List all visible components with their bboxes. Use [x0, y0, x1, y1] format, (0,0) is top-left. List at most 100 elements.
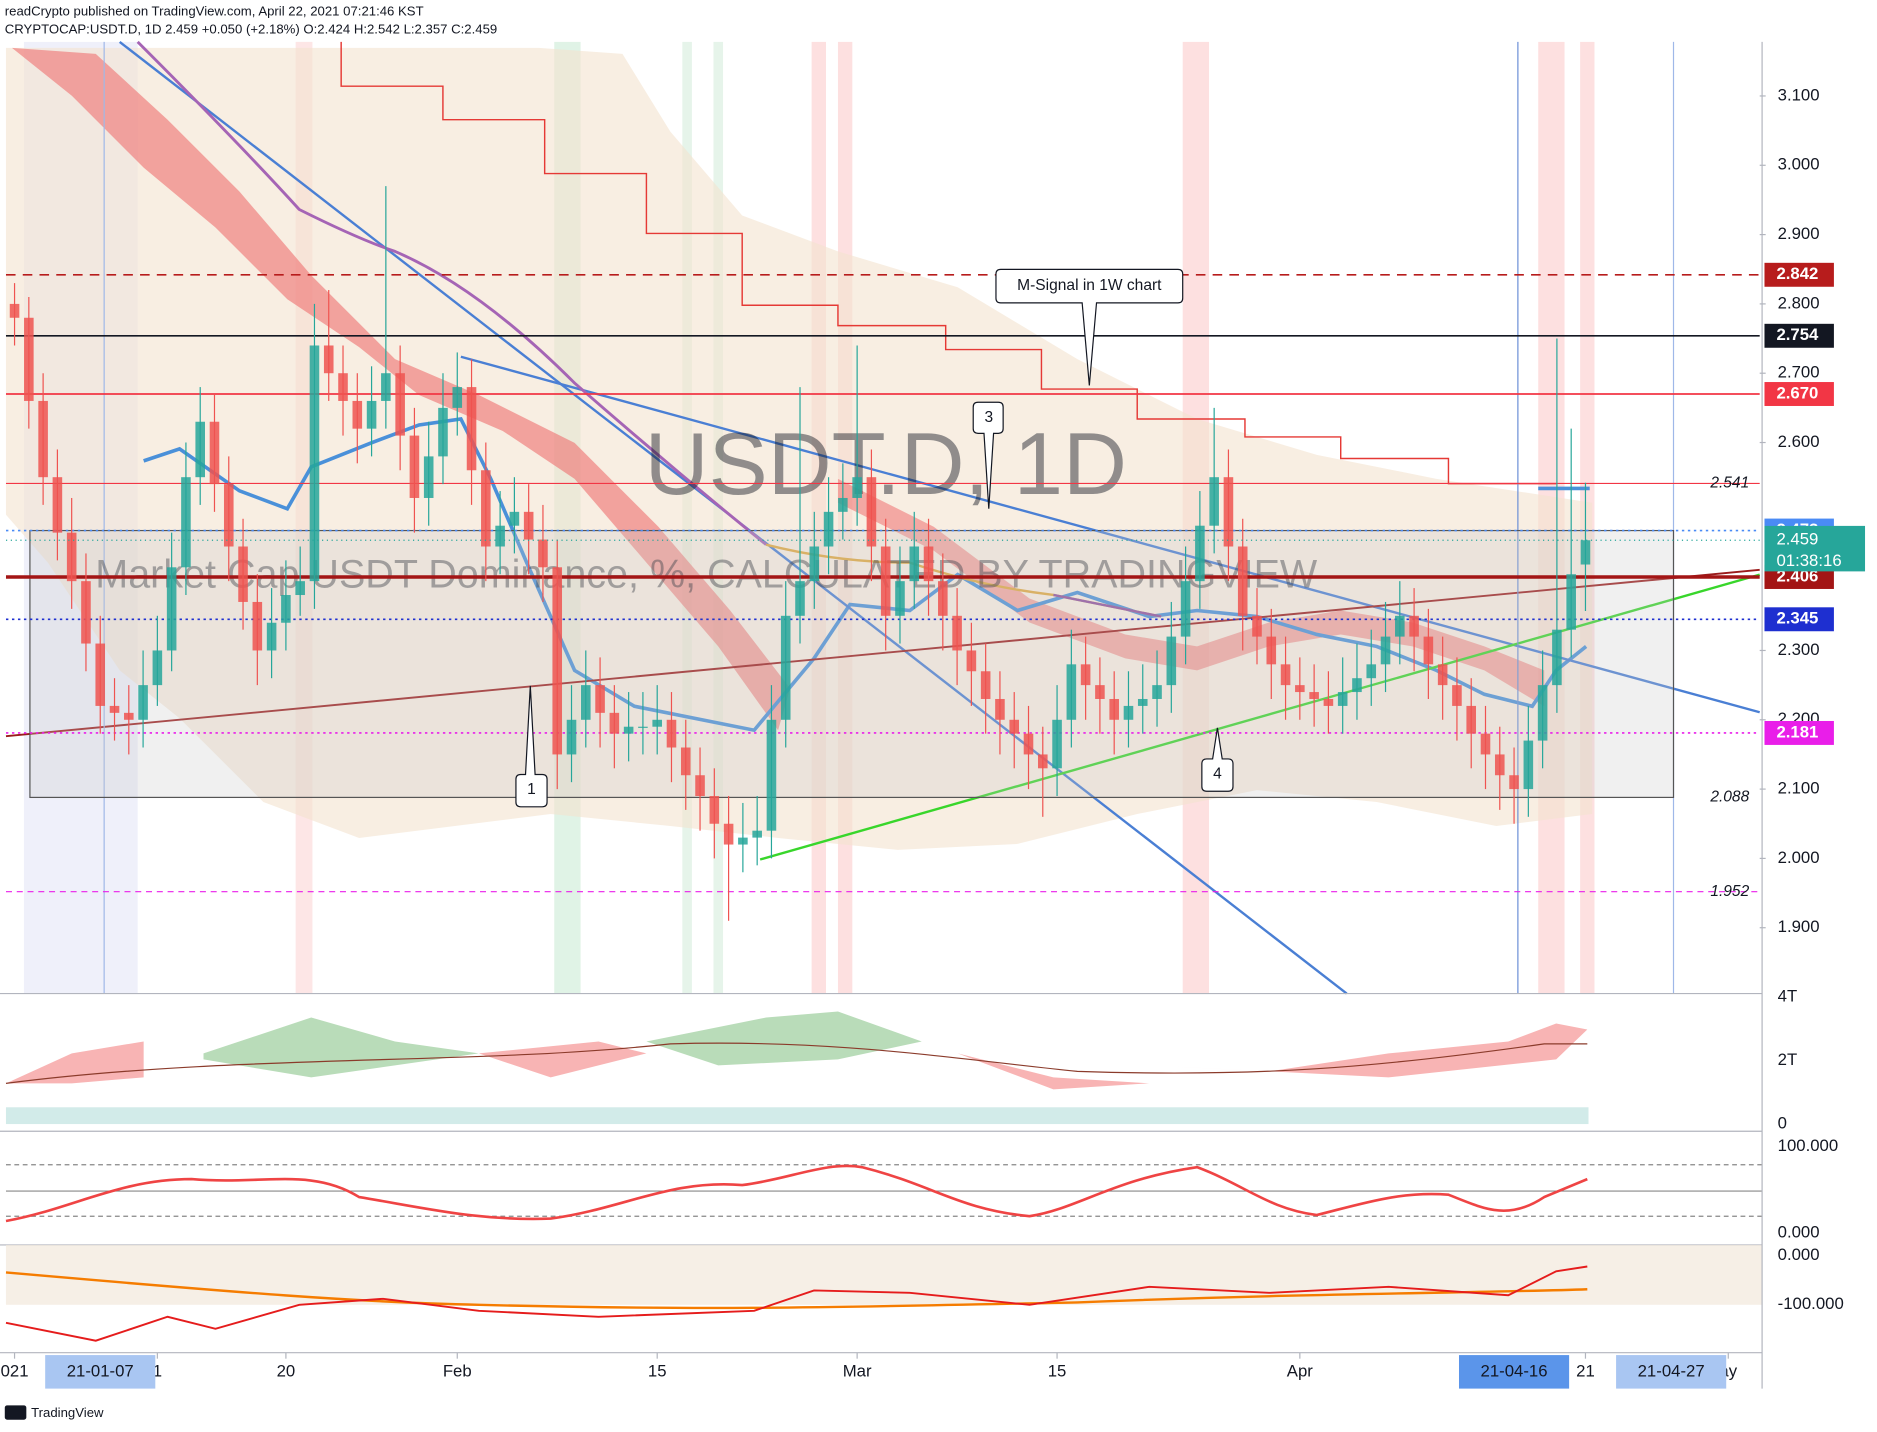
ma-ribbon — [11, 47, 791, 731]
annotation-label: 2.088 — [1709, 789, 1749, 806]
candle-body — [1023, 733, 1034, 755]
candle-body — [81, 581, 91, 644]
indicator-line — [5, 1271, 1588, 1310]
last-price-label: 2.459 — [1776, 530, 1818, 549]
candle-body — [1152, 685, 1162, 699]
candle-body — [295, 581, 305, 596]
candle-body — [723, 823, 734, 845]
header-line: CRYPTOCAP:USDT.D, 1D 2.459 +0.050 (+2.18… — [5, 21, 497, 36]
pane-tick-label: 2T — [1778, 1050, 1798, 1069]
candle-body — [823, 511, 834, 547]
candle-body — [909, 546, 920, 582]
level-label: 2.754 — [1776, 325, 1819, 344]
cloud — [203, 1017, 479, 1078]
header-line: readCrypto published on TradingView.com,… — [5, 3, 424, 18]
candle-body — [95, 643, 106, 706]
pane-tick-label: 4T — [1778, 987, 1798, 1006]
candle-body — [1252, 615, 1262, 637]
pane-tick-label: 0 — [1778, 1113, 1787, 1132]
candle-body — [38, 400, 48, 478]
candle-body — [1180, 581, 1191, 637]
candle-body — [1095, 685, 1105, 699]
candle-body — [24, 317, 34, 401]
candle-body — [1423, 636, 1434, 665]
candle-body — [1466, 705, 1477, 734]
x-tick-label: 15 — [648, 1361, 667, 1380]
range-band — [5, 1244, 1763, 1305]
candle-body — [409, 435, 420, 498]
trend-line — [5, 568, 1760, 738]
candle-body — [1323, 698, 1334, 706]
candle-body — [1452, 685, 1462, 706]
candle-body — [223, 484, 234, 547]
candle-body — [52, 477, 63, 533]
candle-body — [980, 671, 991, 699]
candle-body — [209, 421, 220, 485]
candle-body — [352, 400, 363, 429]
brand: TradingView — [31, 1405, 104, 1420]
candle-body — [780, 615, 791, 720]
x-tick-label: Apr — [1287, 1361, 1313, 1380]
candle-body — [552, 567, 563, 755]
candle-body — [338, 373, 348, 401]
candle-body — [1395, 615, 1405, 637]
date-marker — [45, 1355, 156, 1389]
candle-body — [266, 622, 277, 651]
callout — [1201, 727, 1234, 792]
candle-body — [1537, 685, 1548, 741]
candle-body — [381, 373, 391, 401]
candle-body — [452, 387, 463, 408]
candle-body — [1280, 664, 1291, 686]
candle-body — [895, 581, 905, 616]
candle-body — [609, 712, 620, 734]
candle-body — [752, 830, 762, 838]
level-badge — [1764, 382, 1834, 406]
annotation-label: 2.541 — [1709, 475, 1749, 492]
date-marker-label: 21-01-07 — [67, 1361, 134, 1380]
candle-body — [838, 497, 848, 512]
candle-body — [1509, 775, 1519, 790]
candle-body — [1080, 664, 1091, 686]
x-tick-label: 021 — [1, 1361, 29, 1380]
candle-body — [1380, 636, 1391, 665]
y-tick-label: 1.900 — [1778, 917, 1820, 936]
last-price-badge — [1764, 525, 1866, 572]
cloud — [646, 1011, 922, 1066]
ma-ribbon — [837, 478, 1545, 707]
callout — [972, 401, 1004, 509]
x-tick-label: 15 — [1048, 1361, 1067, 1380]
level-badge — [1764, 262, 1834, 287]
candle-body — [680, 747, 691, 776]
candle-body — [9, 303, 20, 318]
candle-body — [166, 567, 177, 651]
volume-band — [5, 1107, 1589, 1125]
candle-body — [1166, 636, 1177, 686]
candle-body — [138, 685, 148, 720]
candle-body — [481, 470, 491, 547]
candle-body — [1237, 546, 1248, 616]
candle-body — [1552, 629, 1562, 686]
candle-body — [1195, 525, 1205, 582]
candle-body — [1437, 664, 1448, 686]
ma-line — [1053, 593, 1162, 618]
candle-body — [581, 685, 591, 720]
candle-body — [109, 705, 120, 713]
candle-body — [1009, 719, 1020, 734]
pane-tick-label: 100.000 — [1778, 1136, 1839, 1155]
candle-body — [623, 726, 634, 734]
candle-body — [1409, 615, 1419, 637]
candle-body — [952, 615, 962, 651]
y-tick-label: 2.800 — [1778, 293, 1820, 312]
candle-body — [1109, 698, 1119, 720]
callout-text: M-Signal in 1W chart — [1017, 277, 1162, 294]
candle-body — [281, 595, 291, 623]
candle-body — [695, 775, 705, 797]
candle-body — [1123, 705, 1134, 720]
pane-tick-label: 0.000 — [1778, 1245, 1820, 1264]
level-badge — [1764, 323, 1834, 348]
candle-body — [509, 511, 520, 526]
pane-tick-label: 0.000 — [1778, 1222, 1820, 1241]
m-signal-line — [340, 41, 1557, 485]
candle-body — [66, 532, 77, 582]
